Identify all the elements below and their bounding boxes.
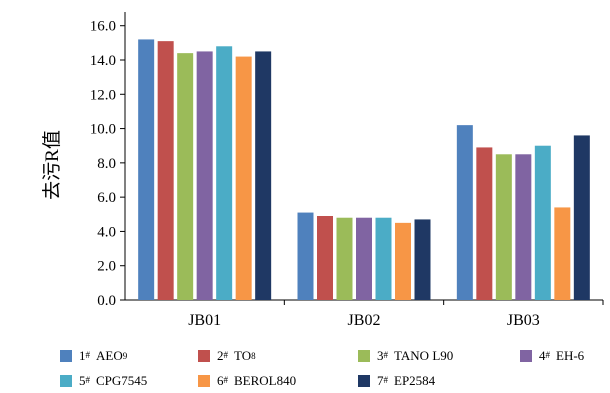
- legend-number: 4: [539, 348, 546, 363]
- bar-jb03-series-1: [456, 125, 473, 301]
- legend-swatch: [358, 375, 370, 387]
- bar-jb03-series-4: [515, 154, 532, 300]
- bar-jb01-series-3: [177, 53, 194, 301]
- legend-number: 7: [377, 373, 384, 388]
- legend-number: 3: [377, 348, 384, 363]
- legend-label: EP2584: [394, 373, 436, 388]
- bar-chart: 0.0 2.0 4.0 6.0 8.0 10.0 12.0 14.0 16.0 JB01 JB02 J…: [41, 12, 604, 329]
- legend-label: AEO: [96, 348, 123, 363]
- legend-item-2: 2 # TO 8: [198, 347, 256, 365]
- legend-number: 1: [79, 348, 86, 363]
- bars: [138, 39, 590, 301]
- legend-item-1: 1 # AEO 9: [60, 347, 127, 365]
- bar-jb02-series-5: [375, 217, 392, 300]
- y-tick-label: 8.0: [97, 156, 116, 172]
- legend-swatch: [60, 350, 72, 362]
- y-tick-label: 16.0: [90, 19, 116, 35]
- y-tick-label: 4.0: [97, 224, 116, 240]
- x-tick-label: JB03: [507, 312, 540, 329]
- x-tick-label: JB02: [348, 312, 381, 329]
- y-axis-label: 去污R值: [41, 130, 63, 200]
- bar-jb01-series-7: [255, 51, 272, 300]
- y-tick-label: 0.0: [97, 293, 116, 309]
- bar-jb03-series-5: [534, 145, 551, 300]
- legend-swatch: [520, 350, 532, 362]
- legend-number: 5: [79, 373, 86, 388]
- bar-jb01-series-6: [235, 56, 252, 301]
- y-tick-label: 2.0: [97, 259, 116, 275]
- bar-jb01-series-4: [196, 51, 213, 300]
- legend-swatch: [198, 375, 210, 387]
- y-tick-label: 12.0: [90, 87, 116, 103]
- bar-jb01-series-2: [157, 41, 174, 301]
- legend-swatch: [60, 375, 72, 387]
- y-tick-label: 6.0: [97, 190, 116, 206]
- bar-jb03-series-2: [476, 147, 493, 300]
- bar-jb02-series-2: [317, 216, 333, 300]
- legend-swatch: [198, 350, 210, 362]
- y-tick-label: 10.0: [90, 122, 116, 138]
- bar-jb02-series-6: [395, 222, 411, 300]
- bar-jb03-series-7: [573, 135, 590, 300]
- legend-number: 6: [217, 373, 224, 388]
- legend-label: TANO L90: [394, 348, 454, 363]
- legend-label: EH-6: [556, 348, 585, 363]
- bar-jb03-series-3: [495, 154, 512, 300]
- legend-item-5: 5 # CPG7545: [60, 372, 147, 390]
- x-tick-label: JB01: [188, 312, 221, 329]
- legend-item-4: 4 # EH-6: [520, 347, 584, 365]
- bar-jb02-series-7: [414, 219, 431, 300]
- bar-jb01-series-1: [138, 39, 155, 301]
- legend-label: TO: [234, 348, 252, 363]
- bar-jb02-series-3: [336, 217, 353, 300]
- y-tick-label: 14.0: [90, 53, 116, 69]
- legend-item-6: 6 # BEROL840: [198, 372, 296, 390]
- axis-labels: 0.0 2.0 4.0 6.0 8.0 10.0 12.0 14.0 16.0 JB01 JB02 J…: [90, 19, 540, 329]
- bar-jb03-series-6: [554, 207, 571, 300]
- legend-item-7: 7 # EP2584: [358, 372, 435, 390]
- legend-label: BEROL840: [234, 373, 297, 388]
- legend-item-3: 3 # TANO L90: [358, 347, 453, 365]
- legend-number: 2: [217, 348, 224, 363]
- legend-label: CPG7545: [96, 373, 148, 388]
- bar-jb02-series-4: [356, 217, 372, 300]
- bar-jb02-series-1: [297, 212, 314, 300]
- bar-jb01-series-5: [216, 46, 233, 301]
- legend-swatch: [358, 350, 370, 362]
